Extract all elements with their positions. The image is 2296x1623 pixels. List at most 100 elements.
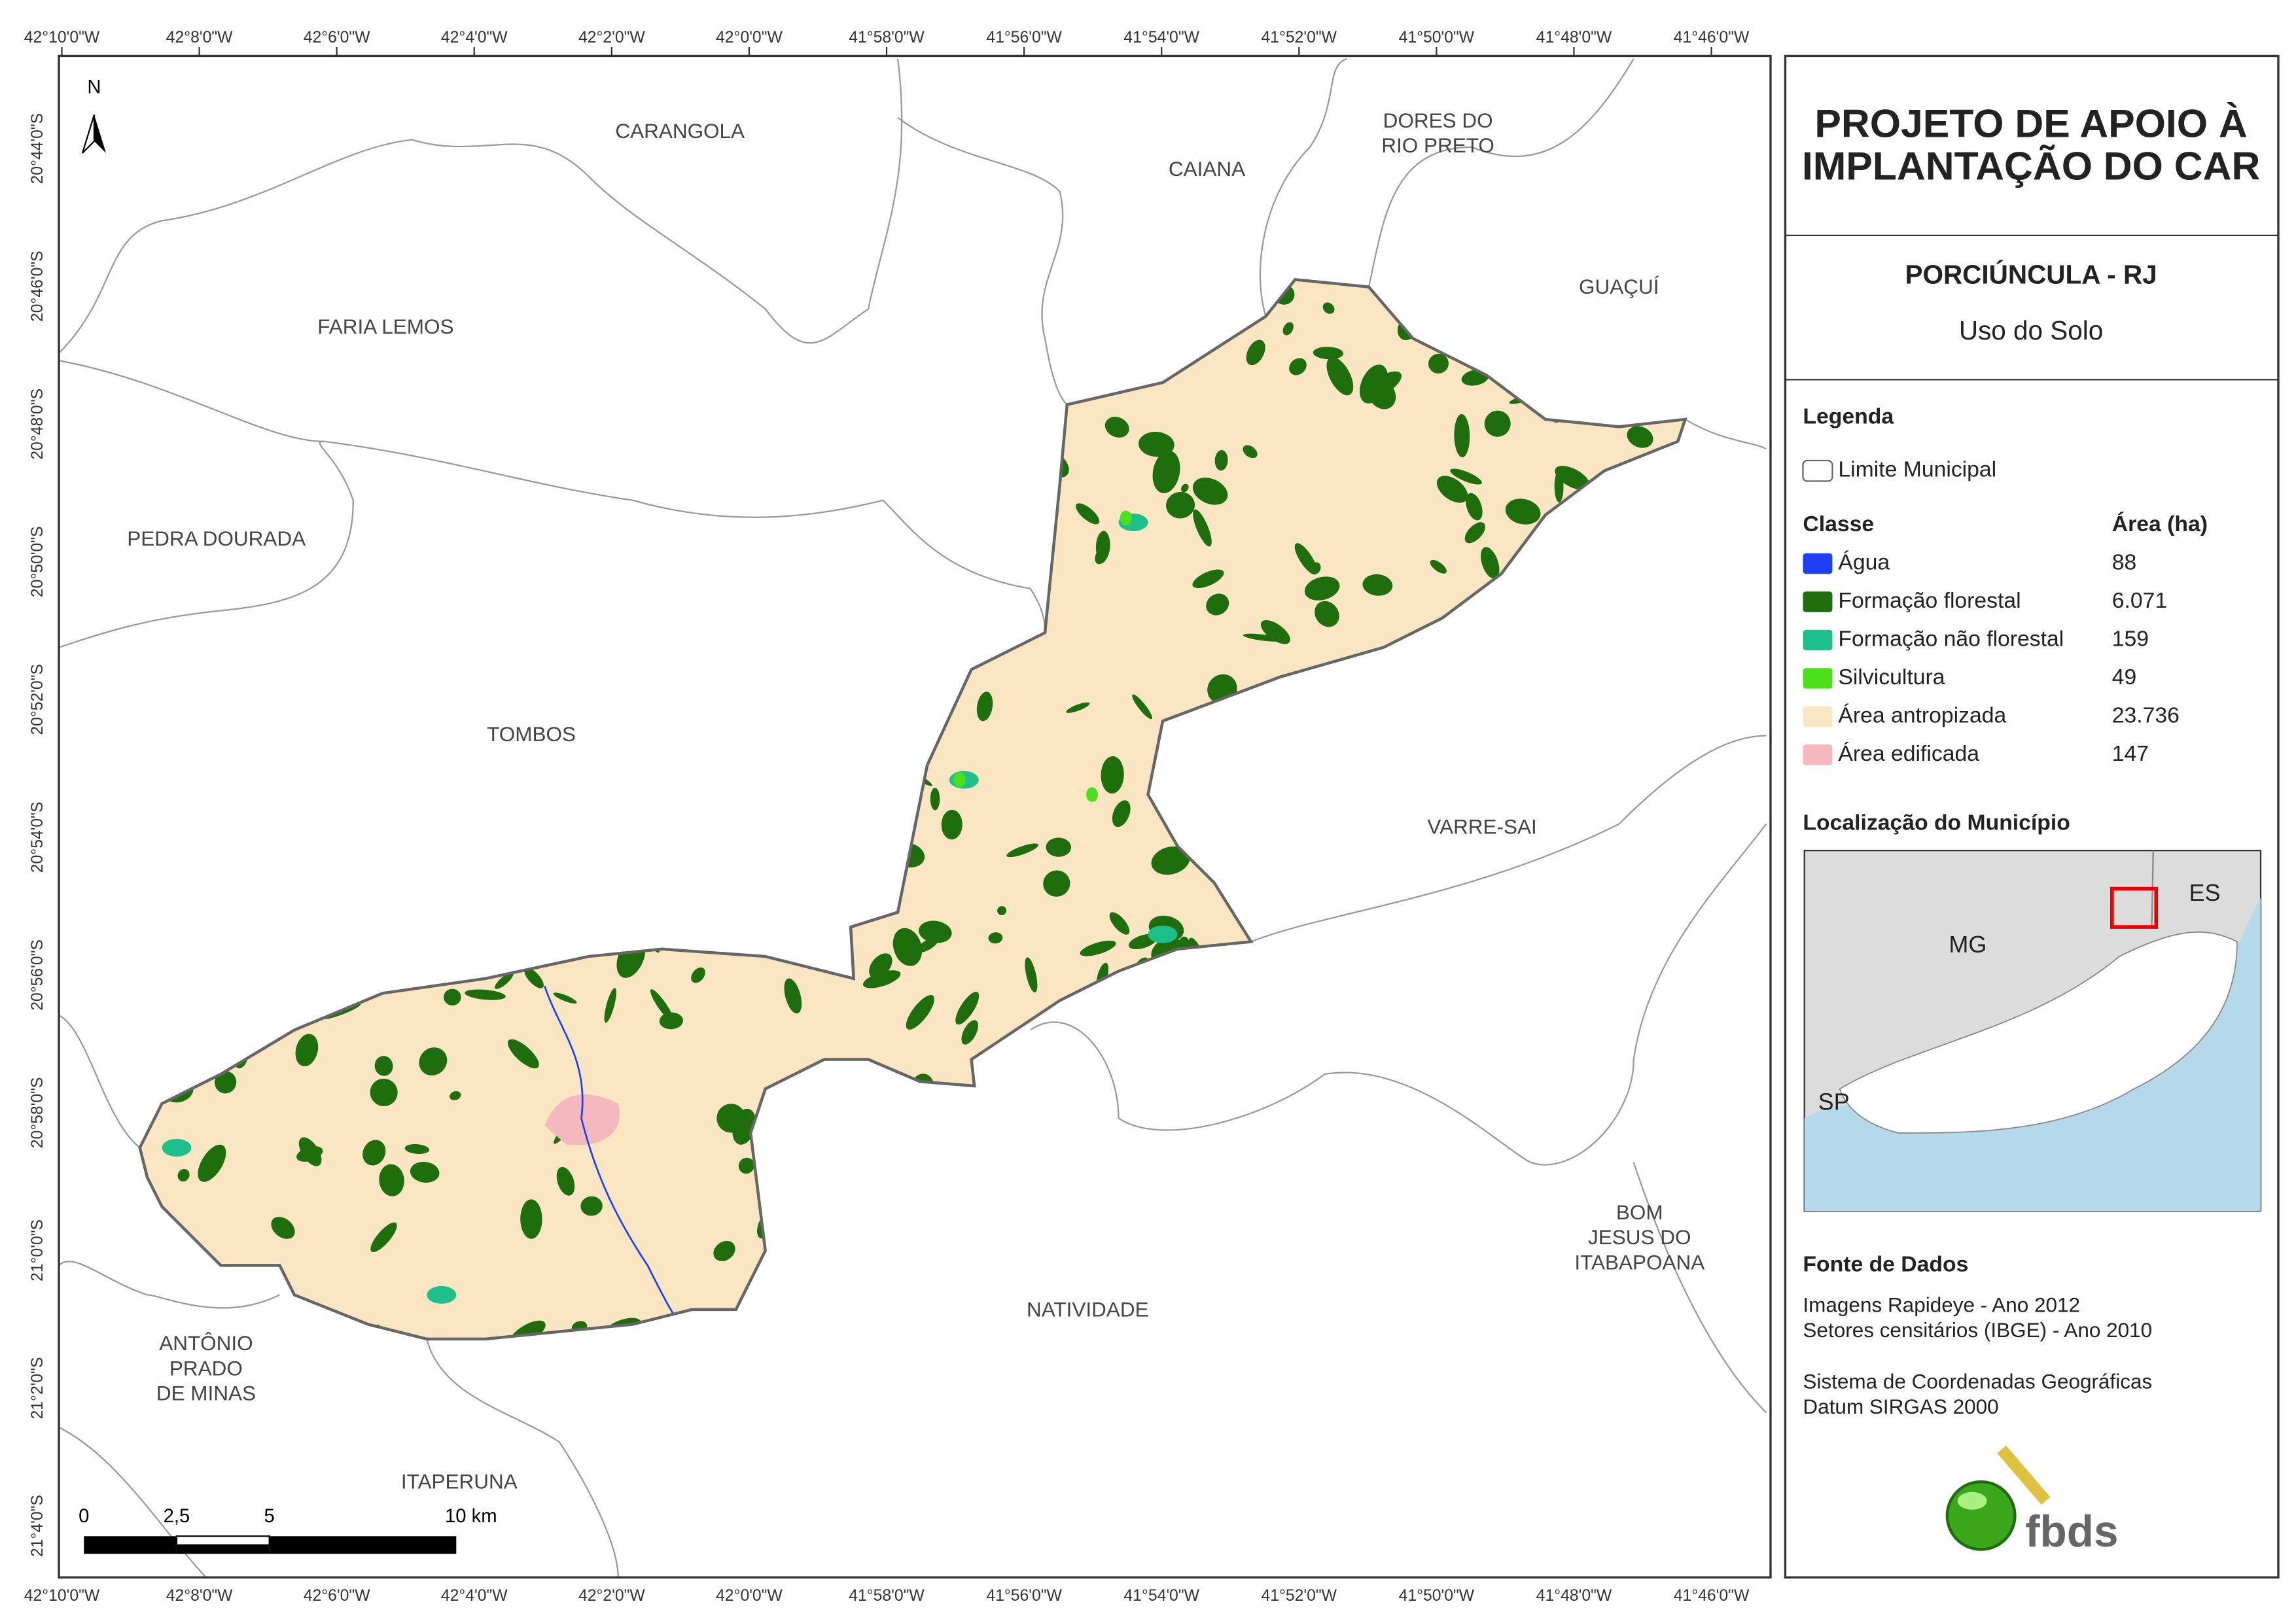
forest-patch [941,809,963,840]
forest-patch [370,1078,398,1107]
lon-label: 42°2'0"W [578,29,645,46]
forest-patch [988,932,1003,944]
lon-label: 41°46'0"W [1674,1587,1750,1605]
forest-patch [1289,358,1307,375]
lon-label: 42°6'0"W [304,1587,370,1605]
forest-patch [295,1034,319,1067]
forest-patch [443,988,461,1006]
forest-patch [465,989,506,1000]
theme: Uso do Solo [1959,315,2103,345]
municipality: PORCIÚNCULA - RJ [1905,260,2157,290]
forest-patch [215,1071,237,1094]
place-label: JESUS DO [1588,1225,1691,1249]
forest-patch [450,1091,461,1100]
source-line: Setores censitários (IBGE) - Ano 2010 [1803,1318,2152,1342]
forest-patch [298,1137,322,1166]
forest-patch [1109,912,1130,935]
crs-line: Datum SIRGAS 2000 [1803,1395,1998,1418]
forest-patch [404,1143,430,1155]
forest-patch [495,972,514,989]
place-label: DE MINAS [156,1382,256,1405]
forest-patch [784,978,802,1014]
place-label: NATIVIDADE [1027,1297,1149,1321]
forest-patch [1246,340,1265,366]
lon-label: 41°48'0"W [1536,1587,1612,1605]
forest-patch [604,988,616,1023]
forest-patch [1046,837,1072,857]
class-name: Área edificada [1838,741,1979,766]
place-label: VARRE-SAI [1427,815,1536,839]
class-name: Água [1838,550,1890,574]
panel-title: PROJETO DE APOIO À [1814,101,2247,145]
lat-label: 20°52'0"S [29,664,46,735]
boundary-label: Limite Municipal [1838,457,1996,482]
forest-patch [1430,559,1447,574]
forest-patch [955,992,980,1025]
forest-patch [1326,357,1354,396]
forest-patch [1101,756,1124,794]
sources-heading: Fonte de Dados [1803,1251,1968,1276]
place-label: ANTÔNIO [159,1331,253,1355]
forest-patch [1095,547,1108,565]
forest-patch [370,1222,397,1253]
lon-label: 42°8'0"W [166,1587,233,1605]
class-name: Área antropizada [1838,703,2006,727]
lon-label: 42°6'0"W [304,29,370,46]
place-label: DORES DO [1383,109,1493,132]
lon-label: 42°10'0"W [24,29,100,46]
forest-patch [862,970,901,988]
forest-patch [1627,426,1653,448]
forest-patch [892,928,923,966]
place-label: CARANGOLA [615,119,745,143]
inset-label: SP [1818,1088,1850,1115]
class-swatch [1803,553,1833,574]
lon-label: 42°0'0"W [716,1587,783,1605]
forest-patch [1104,417,1129,438]
forest-patch [1315,601,1339,627]
forest-patch [944,818,953,837]
class-area: 147 [2112,741,2149,766]
place-label: GUAÇUÍ [1579,275,1659,298]
forest-patch [524,968,544,988]
lat-label: 20°54'0"S [29,802,46,873]
class-swatch [1803,668,1833,689]
boundary-swatch [1802,459,1833,482]
class-swatch [1803,629,1833,651]
class-area: 23.736 [2112,703,2180,727]
lon-label: 41°54'0"W [1123,29,1199,46]
place-label: FARIA LEMOS [317,315,453,338]
forest-patch [1151,846,1190,875]
lat-label: 20°56'0"S [29,939,46,1011]
lon-label: 42°4'0"W [441,1587,508,1605]
class-area: 49 [2112,665,2137,689]
place-label: PEDRA DOURADA [127,527,306,550]
silviculture-patch [1086,787,1099,802]
forest-patch [1505,498,1541,525]
forest-patch [1112,800,1131,828]
nonforest-patch [427,1285,457,1304]
forest-patch [1139,432,1174,457]
location-heading: Localização do Município [1803,811,2070,835]
class-name: Silvicultura [1838,665,1945,689]
lat-label: 20°50'0"S [29,526,46,597]
class-header: Classe [1803,512,1874,536]
forest-patch [1480,547,1500,579]
area-header: Área (ha) [2112,512,2208,536]
source-line: Imagens Rapideye - Ano 2012 [1803,1293,2080,1317]
class-area: 88 [2112,550,2137,574]
forest-patch [1066,702,1090,713]
forest-patch [580,1196,603,1216]
forest-patch [906,995,934,1030]
forest-patch [919,920,952,943]
forest-patch [1192,478,1228,505]
forest-patch [1464,522,1485,544]
lat-label: 21°2'0"S [29,1357,46,1420]
forest-patch [961,1020,978,1045]
forest-patch [1555,466,1590,490]
place-label: CAIANA [1169,157,1245,181]
forest-patch [271,1217,295,1239]
lon-label: 41°50'0"W [1399,29,1475,46]
forest-patch [379,1164,404,1196]
scale-label: 5 [264,1506,275,1527]
lat-label: 21°4'0"S [29,1495,46,1557]
